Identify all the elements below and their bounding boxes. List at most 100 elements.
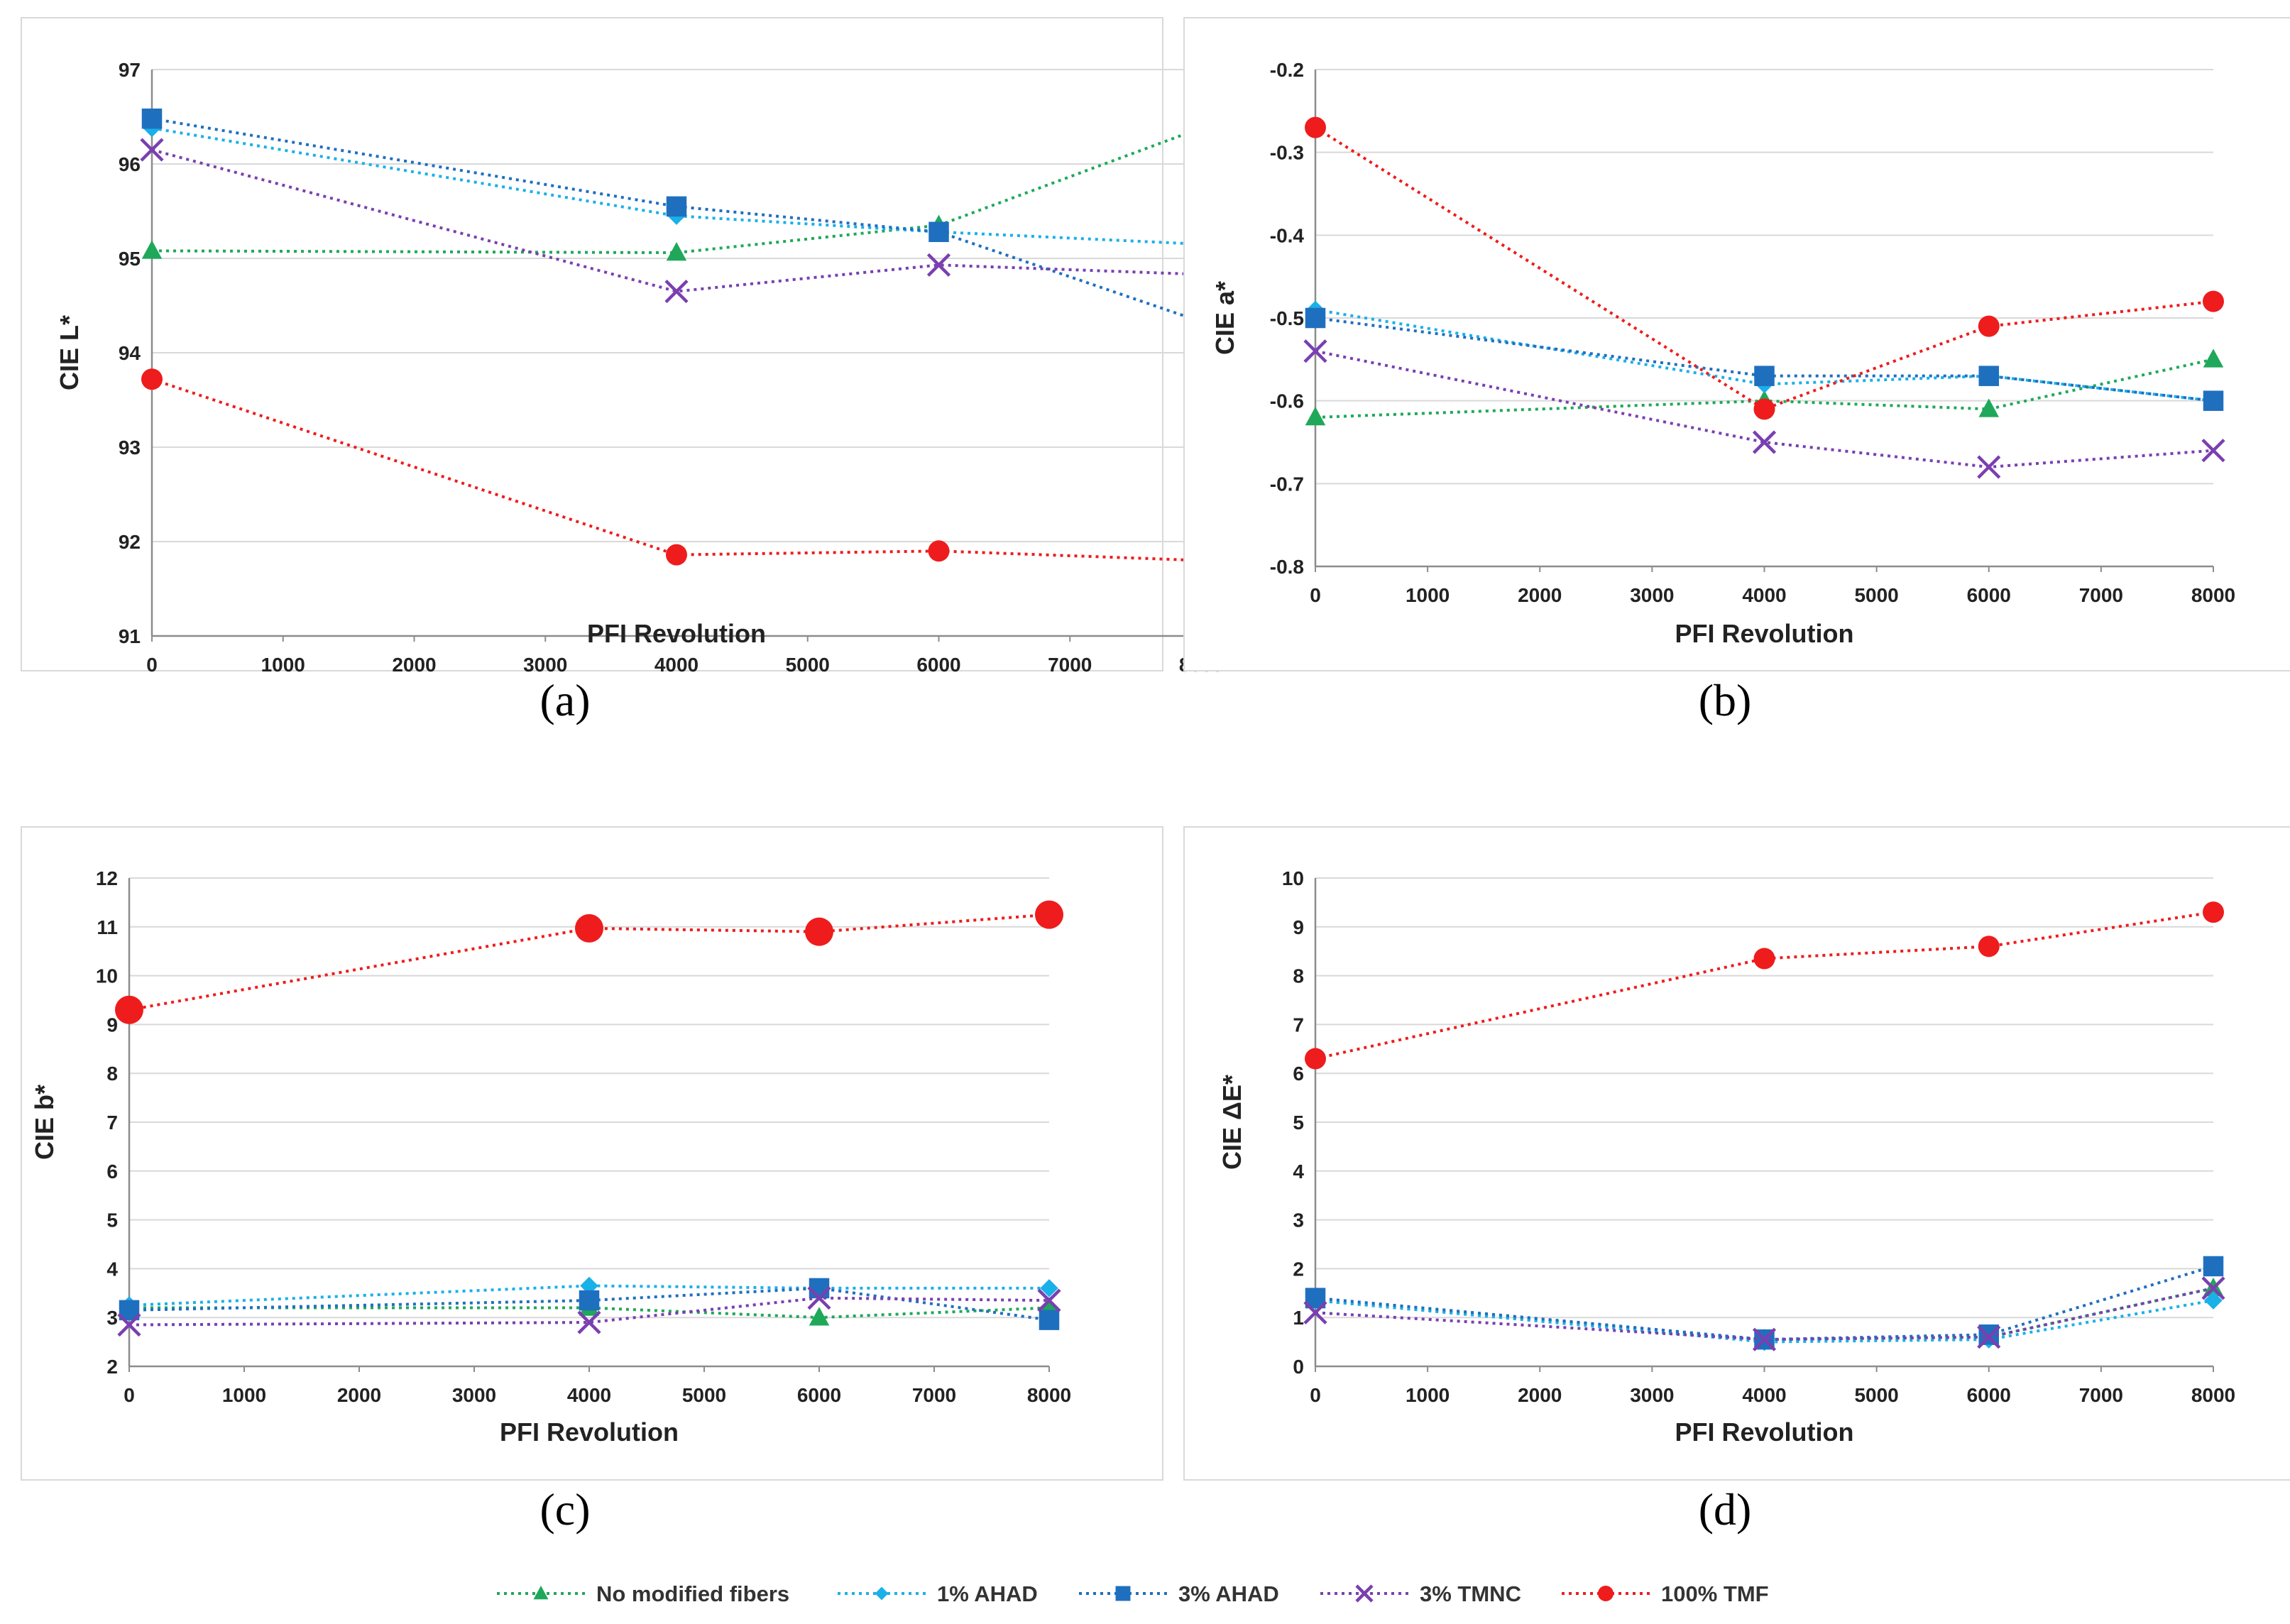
data-point xyxy=(928,540,950,562)
data-point xyxy=(805,917,833,946)
x-tick-label: 1000 xyxy=(1406,1384,1450,1406)
data-point xyxy=(1752,430,1777,454)
data-point xyxy=(2203,1256,2224,1277)
y-tick-label: 91 xyxy=(119,625,141,647)
x-tick-label: 4000 xyxy=(654,654,698,676)
x-tick-label: 6000 xyxy=(1967,1384,2011,1406)
data-point xyxy=(577,1310,601,1334)
data-point xyxy=(1305,116,1326,138)
data-point xyxy=(1978,936,2000,958)
x-tick-label: 4000 xyxy=(1742,1384,1786,1406)
series-3pct-tmnc xyxy=(1303,339,2225,479)
chart-panel-c: 2 3 4 5 6 7 8 9 10 11 12 0 1000 2000 3000 4000 5000 6000 7… xyxy=(21,826,1163,1535)
y-tick-label: -0.6 xyxy=(1270,390,1304,412)
data-point xyxy=(2204,1291,2223,1310)
legend-label: 1% AHAD xyxy=(937,1581,1038,1606)
chart-panel-b: -0.8 -0.7 -0.6 -0.5 -0.4 -0.3 -0.2 0 1000 2000 300… xyxy=(1183,17,2290,725)
panel-frame xyxy=(21,17,1163,671)
series-100pct-tmf xyxy=(1305,901,2224,1070)
data-point xyxy=(141,108,163,129)
y-tick-label: 3 xyxy=(106,1307,118,1329)
series-line xyxy=(1314,126,2214,411)
y-axis-title: CIE ΔE* xyxy=(1217,1075,1247,1170)
x-tick-label: 7000 xyxy=(2079,584,2123,606)
y-tick-label: -0.7 xyxy=(1270,473,1304,495)
panel-frame xyxy=(1183,826,2290,1481)
data-point xyxy=(1978,315,2000,337)
data-point xyxy=(1754,366,1775,386)
x-tick-label: 3000 xyxy=(1630,584,1674,606)
data-point xyxy=(1978,366,1999,386)
y-tick-label: 5 xyxy=(106,1209,118,1231)
y-tick-label: 5 xyxy=(1293,1112,1304,1134)
panel-label: (c) xyxy=(539,1484,590,1535)
series-line xyxy=(128,1296,1050,1327)
series-100pct-tmf xyxy=(141,368,1212,571)
y-tick-label: 10 xyxy=(1282,867,1304,889)
y-tick-label: 92 xyxy=(119,531,141,553)
legend-label: 3% AHAD xyxy=(1178,1581,1279,1606)
x-tick-label: 5000 xyxy=(786,654,830,676)
y-tick-label: 7 xyxy=(1293,1014,1304,1036)
series-line xyxy=(1315,1299,2214,1344)
series-line xyxy=(129,1306,1050,1320)
data-point xyxy=(2203,901,2224,923)
data-point xyxy=(117,1312,141,1337)
data-point xyxy=(664,279,689,304)
series-100pct-tmf xyxy=(115,900,1063,1024)
x-tick-label: 8000 xyxy=(1027,1384,1071,1406)
series-line xyxy=(1315,308,2214,402)
y-tick-label: 1 xyxy=(1293,1307,1304,1329)
y-tick-label: 95 xyxy=(119,248,141,270)
data-point xyxy=(141,240,163,259)
series-3pct-ahad xyxy=(1305,307,2224,411)
data-point xyxy=(2203,390,2224,411)
x-tick-label: 0 xyxy=(1310,584,1321,606)
y-tick-label: 11 xyxy=(97,916,118,938)
series-3pct-tmnc xyxy=(1303,1276,2225,1351)
panel-frame xyxy=(1183,17,2290,671)
y-axis-title: CIE a* xyxy=(1210,281,1239,355)
x-tick-label: 0 xyxy=(124,1384,135,1406)
data-point xyxy=(666,242,687,261)
data-point xyxy=(1303,339,1327,363)
data-point xyxy=(1753,948,1775,970)
data-point xyxy=(2201,439,2225,463)
data-point xyxy=(1035,900,1063,929)
x-tick-label: 3000 xyxy=(523,654,567,676)
data-point xyxy=(1040,1279,1058,1297)
x-tick-label: 5000 xyxy=(1854,584,1898,606)
panel-label: (d) xyxy=(1699,1484,1752,1535)
x-tick-label: 2000 xyxy=(392,654,436,676)
data-point xyxy=(928,221,949,243)
series-line xyxy=(128,913,1050,1011)
y-tick-label: -0.5 xyxy=(1270,307,1304,329)
legend-item-no-modified-fibers: No modified fibers xyxy=(497,1581,789,1606)
x-tick-label: 0 xyxy=(1310,1384,1321,1406)
data-point xyxy=(2203,349,2224,368)
x-tick-label: 3000 xyxy=(452,1384,496,1406)
x-tick-label: 5000 xyxy=(1854,1384,1898,1406)
data-point xyxy=(1752,1327,1777,1351)
y-tick-label: 96 xyxy=(119,153,141,175)
series-line xyxy=(1315,358,2214,419)
data-point xyxy=(666,196,687,217)
x-axis-title: PFI Revolution xyxy=(1675,1417,1854,1447)
x-tick-label: 3000 xyxy=(1630,1384,1674,1406)
data-point xyxy=(1753,398,1775,420)
y-tick-label: 2 xyxy=(1293,1258,1304,1280)
x-tick-label: 7000 xyxy=(2079,1384,2123,1406)
y-tick-label: 6 xyxy=(1293,1063,1304,1085)
data-point xyxy=(1977,1325,2001,1349)
legend-label: 100% TMF xyxy=(1661,1581,1769,1606)
y-tick-label: 94 xyxy=(119,342,141,364)
x-tick-label: 8000 xyxy=(2191,1384,2235,1406)
y-axis-title: CIE L* xyxy=(55,315,84,390)
y-tick-label: 7 xyxy=(106,1112,118,1134)
panel-label: (b) xyxy=(1699,675,1752,725)
data-point xyxy=(115,995,143,1024)
data-point xyxy=(1037,1288,1061,1312)
legend: No modified fibers 1% AHAD 3% AHAD 3% TMNC 1… xyxy=(497,1581,1769,1606)
legend-item-100pct-tmf: 100% TMF xyxy=(1562,1581,1769,1606)
data-point xyxy=(575,914,603,943)
